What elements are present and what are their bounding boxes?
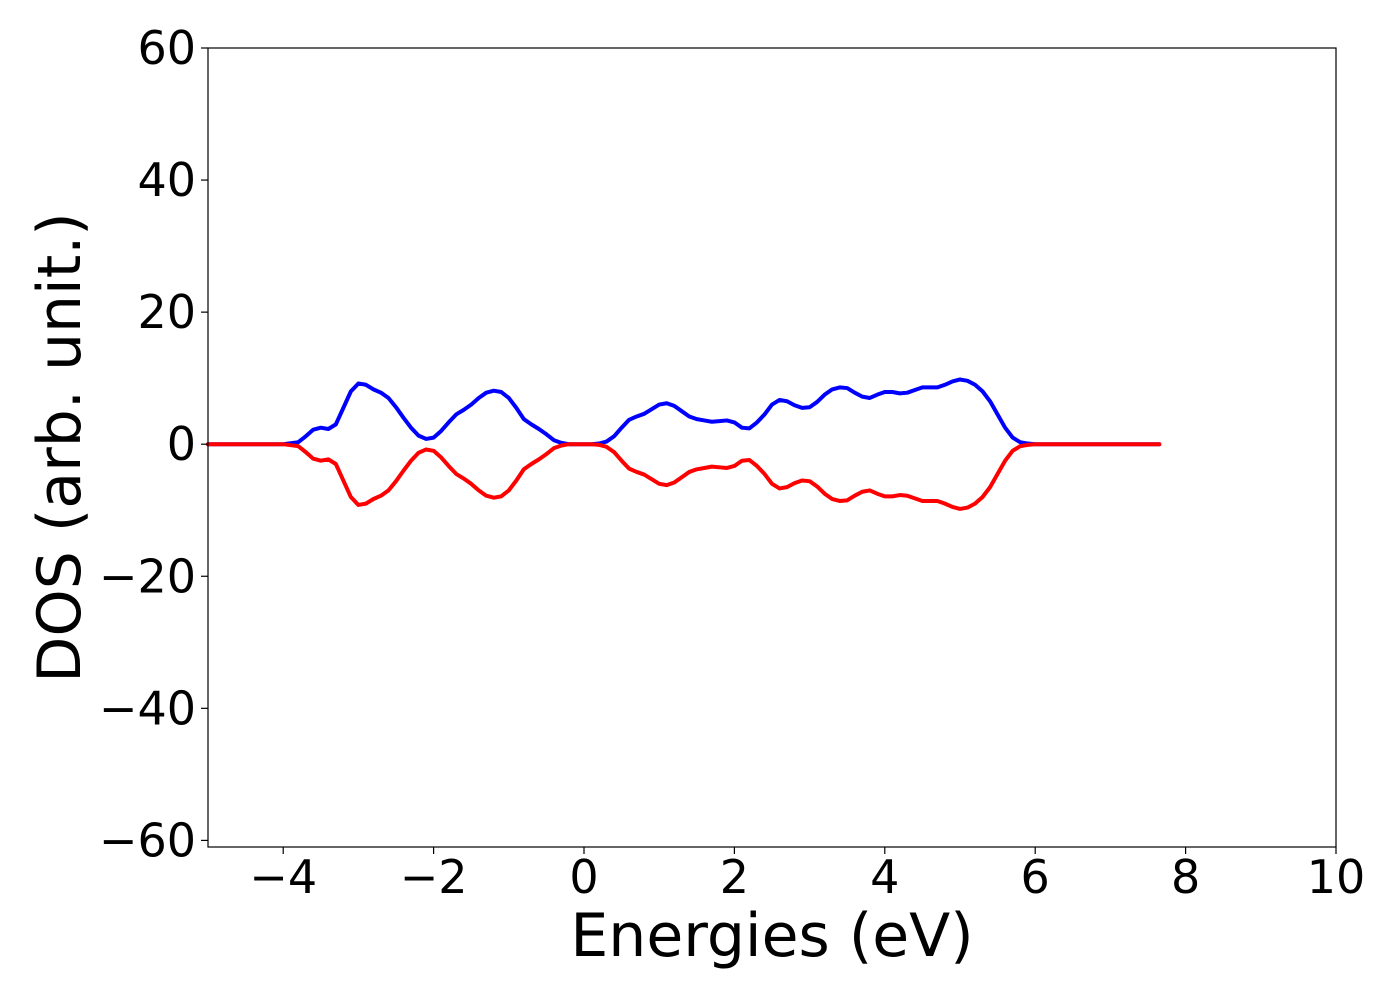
y-tick-label: 20 — [137, 285, 196, 339]
x-tick-label: −4 — [249, 850, 317, 904]
x-tick-label: 10 — [1307, 850, 1366, 904]
y-tick-label: 40 — [137, 153, 196, 207]
x-axis: −4 −2 0 2 4 6 8 10 — [249, 847, 1365, 904]
y-tick-label: −20 — [99, 549, 196, 603]
y-axis-label: DOS (arb. unit.) — [25, 212, 95, 682]
y-tick-label: −40 — [99, 681, 196, 735]
x-tick-label: 2 — [720, 850, 749, 904]
series-layer — [206, 377, 1162, 511]
y-tick-label: 0 — [167, 417, 196, 471]
plot-frame — [207, 47, 1337, 848]
x-axis-label: Energies (eV) — [570, 901, 973, 971]
dos-series-up — [206, 377, 1162, 447]
y-tick-label: 60 — [137, 21, 196, 75]
x-tick-label: 4 — [870, 850, 899, 904]
x-tick-label: 8 — [1171, 850, 1200, 904]
x-tick-label: 0 — [569, 850, 598, 904]
x-tick-label: 6 — [1021, 850, 1050, 904]
y-axis: 60 40 20 0 −20 −40 −60 — [99, 21, 208, 867]
x-tick-label: −2 — [400, 850, 468, 904]
y-tick-label: −60 — [99, 813, 196, 867]
dos-series-down — [206, 442, 1162, 511]
